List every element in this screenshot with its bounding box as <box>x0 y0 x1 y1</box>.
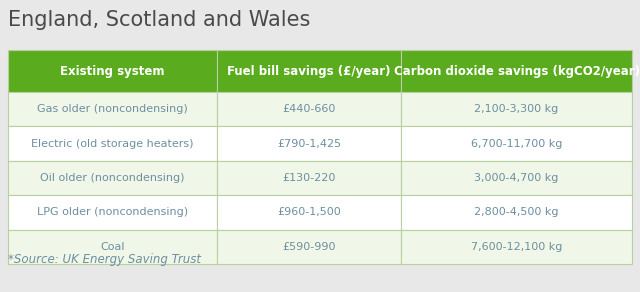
Bar <box>217 92 401 126</box>
Text: Oil older (noncondensing): Oil older (noncondensing) <box>40 173 185 183</box>
Bar <box>217 50 401 92</box>
Bar <box>401 126 632 161</box>
Text: £960-1,500: £960-1,500 <box>277 207 341 218</box>
Text: Fuel bill savings (£/year): Fuel bill savings (£/year) <box>227 65 391 77</box>
Text: 2,800-4,500 kg: 2,800-4,500 kg <box>474 207 559 218</box>
Bar <box>8 161 217 195</box>
Text: £440-660: £440-660 <box>282 104 336 114</box>
Text: England, Scotland and Wales: England, Scotland and Wales <box>8 10 310 30</box>
Text: £590-990: £590-990 <box>282 242 336 252</box>
Text: 7,600-12,100 kg: 7,600-12,100 kg <box>471 242 563 252</box>
Text: Coal: Coal <box>100 242 125 252</box>
Text: 6,700-11,700 kg: 6,700-11,700 kg <box>471 139 563 149</box>
Text: 2,100-3,300 kg: 2,100-3,300 kg <box>474 104 559 114</box>
Text: Existing system: Existing system <box>60 65 164 77</box>
Text: LPG older (noncondensing): LPG older (noncondensing) <box>37 207 188 218</box>
Text: Electric (old storage heaters): Electric (old storage heaters) <box>31 139 194 149</box>
Bar <box>217 230 401 264</box>
Bar <box>401 50 632 92</box>
Bar <box>217 126 401 161</box>
Bar <box>8 230 217 264</box>
Bar <box>401 161 632 195</box>
Bar <box>401 92 632 126</box>
Bar <box>217 161 401 195</box>
Text: Gas older (noncondensing): Gas older (noncondensing) <box>37 104 188 114</box>
Text: £790-1,425: £790-1,425 <box>277 139 341 149</box>
Text: Carbon dioxide savings (kgCO2/year): Carbon dioxide savings (kgCO2/year) <box>394 65 639 77</box>
Bar <box>401 195 632 230</box>
Text: £130-220: £130-220 <box>282 173 336 183</box>
Bar <box>401 230 632 264</box>
Text: *Source: UK Energy Saving Trust: *Source: UK Energy Saving Trust <box>8 253 201 266</box>
Bar <box>8 92 217 126</box>
Bar <box>8 195 217 230</box>
Bar <box>8 126 217 161</box>
Text: 3,000-4,700 kg: 3,000-4,700 kg <box>474 173 559 183</box>
Bar <box>8 50 217 92</box>
Bar <box>217 195 401 230</box>
